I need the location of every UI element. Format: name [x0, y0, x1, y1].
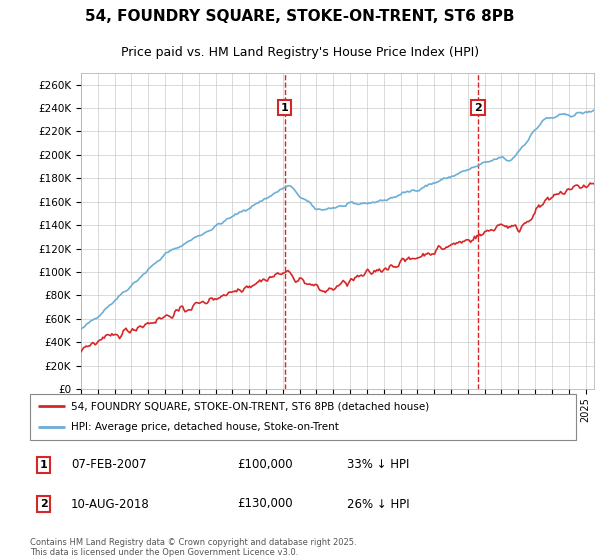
Text: 07-FEB-2007: 07-FEB-2007 — [71, 458, 146, 472]
Text: 2: 2 — [40, 499, 47, 509]
Text: £100,000: £100,000 — [238, 458, 293, 472]
Text: £130,000: £130,000 — [238, 497, 293, 511]
Text: 33% ↓ HPI: 33% ↓ HPI — [347, 458, 409, 472]
FancyBboxPatch shape — [30, 394, 576, 440]
Text: 10-AUG-2018: 10-AUG-2018 — [71, 497, 150, 511]
Text: 2: 2 — [474, 102, 482, 113]
Text: 26% ↓ HPI: 26% ↓ HPI — [347, 497, 409, 511]
Text: 54, FOUNDRY SQUARE, STOKE-ON-TRENT, ST6 8PB: 54, FOUNDRY SQUARE, STOKE-ON-TRENT, ST6 … — [85, 10, 515, 24]
Text: 1: 1 — [281, 102, 289, 113]
Text: 1: 1 — [40, 460, 47, 470]
Text: Price paid vs. HM Land Registry's House Price Index (HPI): Price paid vs. HM Land Registry's House … — [121, 46, 479, 59]
Text: 54, FOUNDRY SQUARE, STOKE-ON-TRENT, ST6 8PB (detached house): 54, FOUNDRY SQUARE, STOKE-ON-TRENT, ST6 … — [71, 401, 429, 411]
Text: Contains HM Land Registry data © Crown copyright and database right 2025.
This d: Contains HM Land Registry data © Crown c… — [30, 538, 356, 557]
Text: HPI: Average price, detached house, Stoke-on-Trent: HPI: Average price, detached house, Stok… — [71, 422, 339, 432]
